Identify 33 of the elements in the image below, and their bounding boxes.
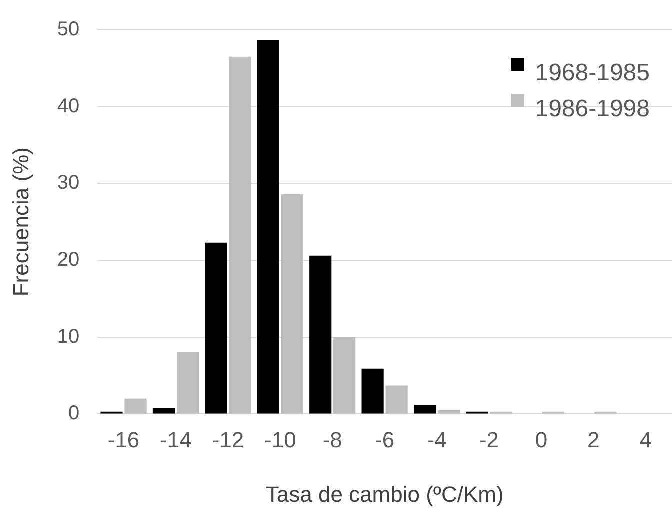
bar xyxy=(152,408,176,414)
bar xyxy=(176,352,200,414)
bar xyxy=(310,256,332,414)
y-tick-label: 20 xyxy=(57,249,80,272)
x-tick-label: -6 xyxy=(375,427,395,452)
legend-label: 1968-1985 xyxy=(535,60,650,87)
bar xyxy=(229,56,252,414)
y-tick-label: 30 xyxy=(57,172,80,194)
y-axis-title: Frecuencia (%) xyxy=(8,148,34,297)
x-tick-label: -14 xyxy=(160,427,192,452)
x-tick-label: 4 xyxy=(640,427,652,452)
bar xyxy=(362,368,384,414)
y-tick-label: 0 xyxy=(68,402,80,425)
bar xyxy=(257,40,280,414)
x-tick-label: -8 xyxy=(322,427,342,452)
y-tick-label: 10 xyxy=(57,326,80,348)
bar xyxy=(334,337,356,414)
x-tick-label: -10 xyxy=(264,427,296,452)
x-tick-label: 2 xyxy=(588,427,600,452)
y-tick-label: 40 xyxy=(57,95,80,118)
y-tick-label: 50 xyxy=(57,18,80,41)
x-tick-label: -2 xyxy=(479,427,500,452)
x-tick-label: 0 xyxy=(535,427,548,452)
legend-label: 1986-1998 xyxy=(535,96,650,123)
x-axis-title: Tasa de cambio (ºC/Km) xyxy=(266,482,504,507)
x-tick-label: -12 xyxy=(212,427,244,452)
x-tick-label: -16 xyxy=(108,427,140,452)
x-tick-label: -4 xyxy=(427,427,447,452)
bar xyxy=(386,386,408,414)
bar xyxy=(414,404,436,414)
bar xyxy=(205,242,228,414)
bar xyxy=(281,194,304,414)
bar xyxy=(124,398,147,414)
